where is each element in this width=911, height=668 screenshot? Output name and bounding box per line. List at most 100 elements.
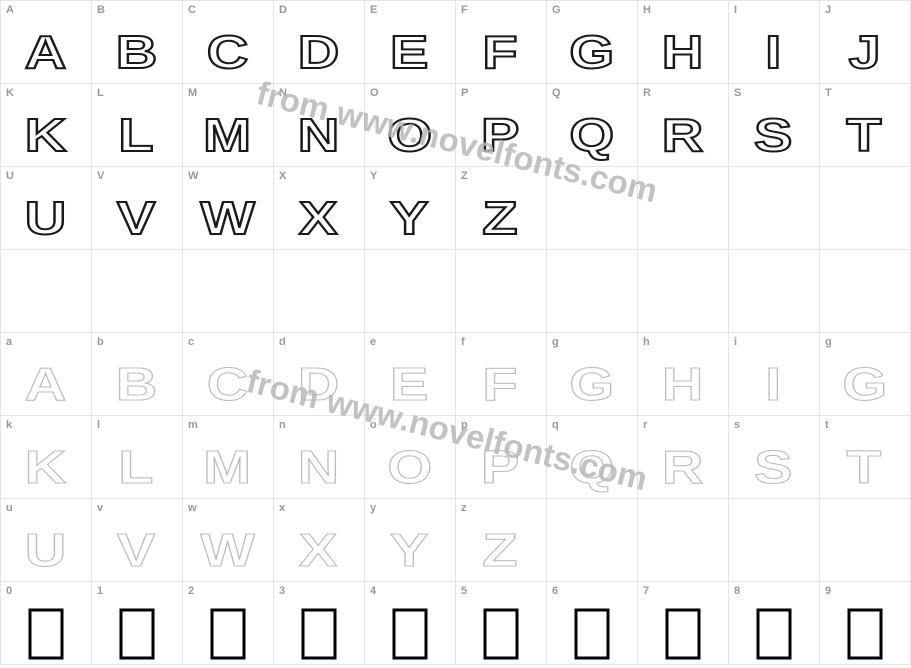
cell-glyph: M bbox=[183, 436, 273, 494]
cell-label: 6 bbox=[552, 585, 558, 597]
charmap-cell bbox=[729, 250, 820, 333]
cell-glyph: A bbox=[1, 21, 91, 79]
cell-glyph: Z bbox=[456, 519, 546, 577]
cell-label: y bbox=[370, 502, 376, 514]
charmap-cell: wW bbox=[183, 499, 274, 582]
cell-glyph: B bbox=[92, 353, 182, 411]
cell-glyph bbox=[729, 602, 819, 660]
cell-label: l bbox=[97, 419, 100, 431]
cell-label: H bbox=[643, 4, 651, 16]
cell-label: d bbox=[279, 336, 286, 348]
cell-glyph: H bbox=[638, 353, 728, 411]
cell-glyph bbox=[365, 270, 455, 328]
cell-glyph: E bbox=[365, 353, 455, 411]
cell-glyph: S bbox=[729, 104, 819, 162]
cell-glyph bbox=[547, 187, 637, 245]
cell-label: E bbox=[370, 4, 377, 16]
charmap-cell: BB bbox=[92, 1, 183, 84]
charmap-cell: VV bbox=[92, 167, 183, 250]
cell-glyph bbox=[820, 519, 910, 577]
charmap-cell: lL bbox=[92, 416, 183, 499]
cell-glyph: D bbox=[274, 353, 364, 411]
cell-label: p bbox=[461, 419, 468, 431]
cell-label: O bbox=[370, 87, 379, 99]
charmap-cell: tT bbox=[820, 416, 911, 499]
cell-label: M bbox=[188, 87, 197, 99]
charmap-cell: NN bbox=[274, 84, 365, 167]
cell-label: T bbox=[825, 87, 832, 99]
charmap-cell: QQ bbox=[547, 84, 638, 167]
cell-label: X bbox=[279, 170, 286, 182]
charmap-grid: AABBCCDDEEFFGGHHIIJJKKLLMMNNOOPPQQRRSSTT… bbox=[0, 0, 911, 665]
charmap-cell: zZ bbox=[456, 499, 547, 582]
charmap-cell bbox=[547, 167, 638, 250]
cell-label: I bbox=[734, 4, 737, 16]
charmap-cell: EE bbox=[365, 1, 456, 84]
cell-glyph: Y bbox=[365, 519, 455, 577]
charmap-cell: 5 bbox=[456, 582, 547, 665]
charmap-cell bbox=[638, 499, 729, 582]
cell-label: Y bbox=[370, 170, 377, 182]
charmap-cell: uU bbox=[1, 499, 92, 582]
cell-label: 1 bbox=[97, 585, 103, 597]
cell-glyph: K bbox=[1, 104, 91, 162]
charmap-cell: CC bbox=[183, 1, 274, 84]
cell-label: g bbox=[552, 336, 559, 348]
cell-label: m bbox=[188, 419, 198, 431]
charmap-cell: 6 bbox=[547, 582, 638, 665]
cell-glyph bbox=[274, 270, 364, 328]
charmap-cell bbox=[1, 250, 92, 333]
cell-glyph: Q bbox=[547, 104, 637, 162]
cell-label: 4 bbox=[370, 585, 376, 597]
charmap-cell: xX bbox=[274, 499, 365, 582]
cell-glyph bbox=[183, 270, 273, 328]
cell-label: e bbox=[370, 336, 376, 348]
cell-glyph bbox=[1, 602, 91, 660]
charmap-cell: 7 bbox=[638, 582, 729, 665]
charmap-cell: TT bbox=[820, 84, 911, 167]
cell-label: i bbox=[734, 336, 737, 348]
charmap-cell: XX bbox=[274, 167, 365, 250]
charmap-cell: vV bbox=[92, 499, 183, 582]
cell-glyph: T bbox=[820, 104, 910, 162]
cell-glyph: G bbox=[547, 21, 637, 79]
cell-label: F bbox=[461, 4, 468, 16]
charmap-cell: kK bbox=[1, 416, 92, 499]
charmap-cell bbox=[365, 250, 456, 333]
charmap-cell bbox=[456, 250, 547, 333]
cell-glyph bbox=[365, 602, 455, 660]
cell-label: 8 bbox=[734, 585, 740, 597]
cell-glyph: I bbox=[729, 21, 819, 79]
charmap-cell: WW bbox=[183, 167, 274, 250]
cell-label: f bbox=[461, 336, 465, 348]
charmap-cell: bB bbox=[92, 333, 183, 416]
charmap-cell bbox=[183, 250, 274, 333]
charmap-cell: JJ bbox=[820, 1, 911, 84]
charmap-cell: RR bbox=[638, 84, 729, 167]
charmap-cell: 9 bbox=[820, 582, 911, 665]
cell-glyph: F bbox=[456, 353, 546, 411]
cell-glyph bbox=[274, 602, 364, 660]
cell-label: Z bbox=[461, 170, 468, 182]
cell-glyph: V bbox=[92, 187, 182, 245]
cell-label: U bbox=[6, 170, 14, 182]
charmap-cell bbox=[820, 167, 911, 250]
charmap-cell: DD bbox=[274, 1, 365, 84]
cell-glyph: U bbox=[1, 519, 91, 577]
cell-glyph: W bbox=[183, 519, 273, 577]
cell-glyph: K bbox=[1, 436, 91, 494]
cell-glyph bbox=[1, 270, 91, 328]
charmap-cell: hH bbox=[638, 333, 729, 416]
cell-glyph bbox=[638, 602, 728, 660]
cell-label: s bbox=[734, 419, 740, 431]
cell-glyph: W bbox=[183, 187, 273, 245]
cell-label: r bbox=[643, 419, 647, 431]
cell-glyph bbox=[820, 187, 910, 245]
cell-glyph: U bbox=[1, 187, 91, 245]
charmap-cell: LL bbox=[92, 84, 183, 167]
cell-glyph bbox=[820, 270, 910, 328]
charmap-cell: mM bbox=[183, 416, 274, 499]
cell-label: J bbox=[825, 4, 831, 16]
charmap-cell bbox=[820, 250, 911, 333]
charmap-cell: 1 bbox=[92, 582, 183, 665]
